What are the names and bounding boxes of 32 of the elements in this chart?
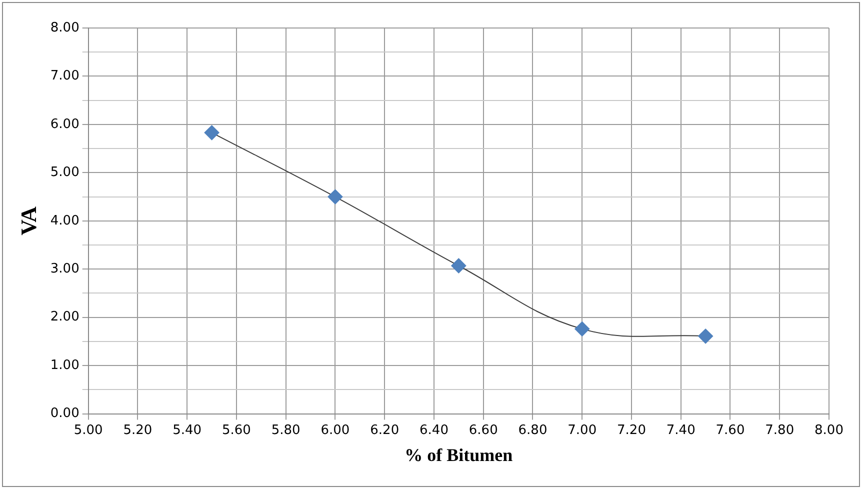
point — [698, 328, 714, 344]
x-axis-title: % of Bitumen — [404, 444, 513, 465]
y-tick-label: 6.00 — [50, 116, 80, 132]
y-tick-label: 7.00 — [50, 68, 80, 84]
x-tick-label: 6.60 — [468, 422, 498, 438]
point — [328, 189, 343, 204]
point — [451, 258, 466, 274]
x-tick-label: 5.00 — [74, 422, 103, 438]
y-axis-title: VA — [16, 206, 41, 236]
y-tick-label: 5.00 — [50, 165, 80, 180]
x-tick-label: 8.00 — [814, 422, 844, 438]
x-tick-label: 5.60 — [222, 422, 251, 438]
x-tick-label: 6.20 — [370, 422, 400, 438]
x-tick-label: 7.80 — [765, 422, 794, 438]
y-tick-label: 8.00 — [50, 20, 80, 36]
y-tick-label: 3.00 — [50, 262, 80, 276]
x-tick-label: 5.40 — [172, 422, 202, 438]
point — [574, 321, 590, 336]
x-tick-label: 6.00 — [320, 422, 350, 438]
y-tick-label: 4.00 — [50, 213, 80, 228]
x-tick-label: 6.40 — [420, 422, 448, 438]
x-tick-label: 5.20 — [123, 422, 152, 438]
x-tick-label: 7.40 — [666, 422, 696, 438]
y-tick-label: 2.00 — [50, 310, 80, 325]
y-tick-label: 0.00 — [50, 406, 80, 422]
x-tick-label: 7.20 — [617, 422, 646, 438]
point — [204, 125, 220, 140]
x-tick-label: 7.60 — [716, 422, 745, 438]
x-tick-label: 6.80 — [518, 422, 548, 438]
x-tick-label: 5.80 — [271, 422, 300, 438]
y-tick-label: 1.00 — [50, 358, 80, 373]
x-tick-label: 7.00 — [568, 422, 597, 438]
